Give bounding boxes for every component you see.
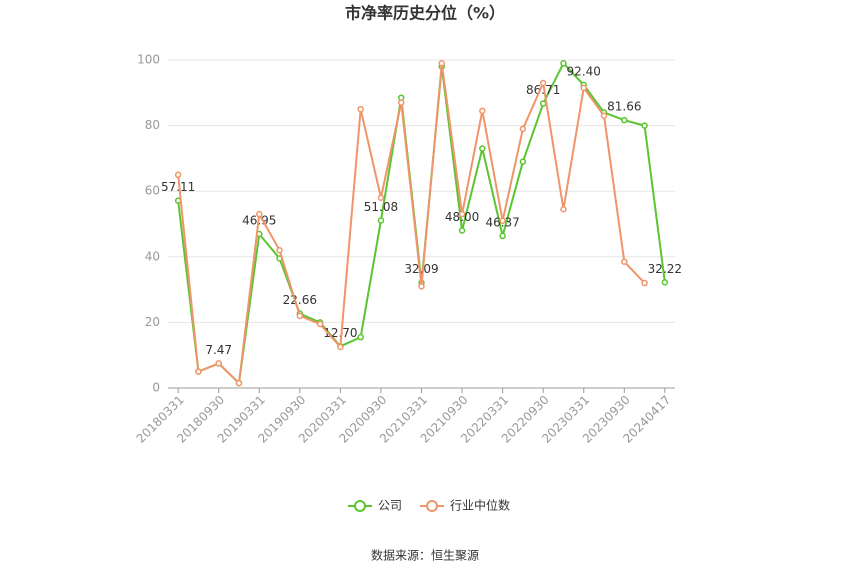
point [458, 227, 466, 234]
point [337, 343, 344, 351]
y-tick-label: 0 [152, 381, 160, 395]
point [195, 368, 202, 375]
legend-label: 公司 [378, 499, 402, 513]
point [458, 210, 466, 218]
point [235, 379, 243, 387]
point [560, 60, 567, 67]
point [641, 122, 648, 129]
point [499, 232, 506, 240]
data-label: 86.71 [526, 83, 560, 97]
point [621, 258, 628, 265]
source: 数据来源：恒生聚源 [371, 548, 479, 563]
y-tick-label: 100 [137, 53, 160, 67]
point [215, 360, 222, 367]
point [519, 125, 527, 133]
point [357, 333, 364, 341]
y-tick-label: 60 [145, 184, 160, 198]
point [661, 279, 669, 286]
point [256, 210, 263, 218]
chart-title: 市净率历史分位（%） [345, 4, 505, 23]
data-label: 92.40 [567, 64, 601, 78]
point [276, 246, 283, 254]
data-label: 81.66 [607, 100, 641, 114]
data-label: 7.47 [205, 343, 232, 357]
y-tick-label: 40 [145, 249, 160, 263]
point [600, 112, 608, 120]
y-tick-label: 80 [145, 118, 160, 132]
point [539, 100, 547, 107]
point [580, 84, 587, 92]
point [174, 171, 182, 179]
y-tick-label: 20 [145, 315, 160, 329]
point [377, 194, 385, 202]
data-label: 57.11 [161, 180, 195, 194]
point [519, 158, 527, 165]
point [621, 116, 628, 124]
point [641, 279, 648, 287]
legend-label: 行业中位数 [450, 498, 510, 513]
point [479, 145, 486, 152]
point [377, 217, 385, 224]
point [479, 107, 486, 115]
point [539, 79, 547, 87]
point [438, 60, 446, 67]
point [499, 217, 506, 224]
point [357, 105, 364, 113]
point [296, 312, 304, 320]
point [397, 99, 405, 106]
point [418, 283, 425, 290]
data-label: 32.22 [648, 262, 682, 276]
legend-marker [426, 500, 439, 512]
legend-marker [354, 500, 366, 512]
point [560, 205, 567, 213]
series-line [177, 63, 646, 386]
data-label: 22.66 [283, 293, 317, 307]
data-label: 51.08 [364, 200, 398, 214]
data-label: 32.09 [404, 262, 438, 276]
point [316, 320, 324, 328]
